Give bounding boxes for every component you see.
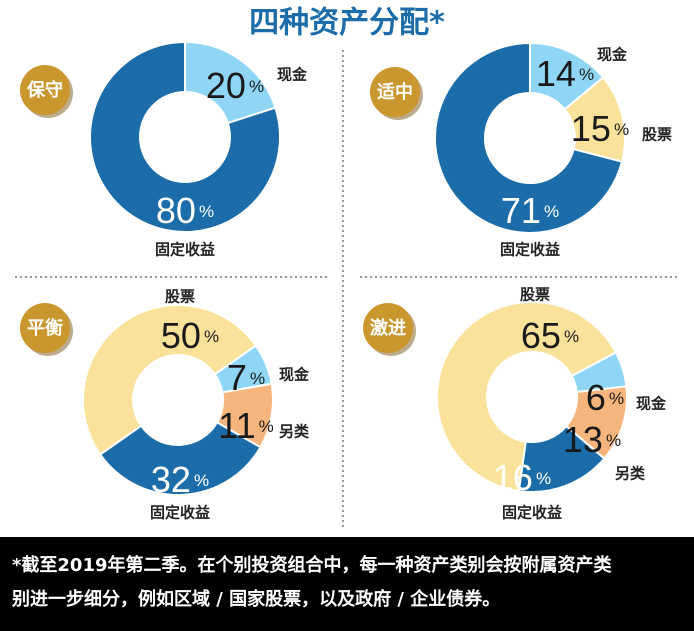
- value-label: 7%: [227, 357, 265, 398]
- value-label: 20%: [206, 65, 264, 106]
- value-label: 16%: [493, 457, 551, 498]
- value-label: 71%: [501, 190, 559, 231]
- donut-segment: [98, 420, 262, 496]
- chart-title: 平衡: [27, 317, 63, 339]
- donut-segment: [434, 41, 624, 234]
- category-label: 现金: [277, 66, 308, 84]
- category-label: 另类: [615, 465, 646, 483]
- category-label: 现金: [597, 46, 628, 64]
- page-title: 四种资产分配*: [249, 6, 445, 41]
- value-label: 15%: [571, 108, 629, 149]
- category-label: 股票: [520, 286, 550, 304]
- donut-segment: [82, 304, 258, 456]
- donut-segment: [436, 301, 618, 493]
- badge: [370, 67, 420, 117]
- badge: [363, 303, 413, 353]
- category-label: 现金: [636, 395, 667, 413]
- badge: [20, 65, 70, 115]
- footnote-band: *截至2019年第二季。在个别投资组合中，每一种资产类别会按附属资产类 别进一步…: [0, 537, 694, 631]
- value-label: 32%: [151, 459, 209, 500]
- category-label: 另类: [279, 423, 310, 441]
- footnote: 别进一步细分，例如区域 / 国家股票，以及政府 / 企业债券。: [12, 589, 501, 610]
- value-label: 6%: [586, 377, 624, 418]
- category-label: 固定收益: [150, 504, 210, 522]
- category-label: 固定收益: [502, 504, 562, 522]
- category-label: 固定收益: [500, 241, 560, 259]
- donut-segment: [89, 40, 281, 233]
- footnote: *截至2019年第二季。在个别投资组合中，每一种资产类别会按附属资产类: [12, 555, 612, 576]
- category-label: 股票: [165, 288, 195, 306]
- badge: [20, 303, 70, 353]
- value-label: 11%: [218, 405, 274, 446]
- value-label: 14%: [536, 53, 594, 94]
- value-label: 65%: [521, 315, 579, 356]
- value-label: 13%: [563, 419, 621, 460]
- category-label: 现金: [279, 366, 310, 384]
- chart-title: 激进: [370, 317, 406, 339]
- chart-title: 保守: [26, 79, 63, 101]
- chart-title: 适中: [377, 81, 413, 103]
- category-label: 股票: [642, 126, 672, 144]
- value-label: 80%: [156, 190, 214, 231]
- category-label: 固定收益: [155, 241, 215, 259]
- value-label: 50%: [161, 315, 219, 356]
